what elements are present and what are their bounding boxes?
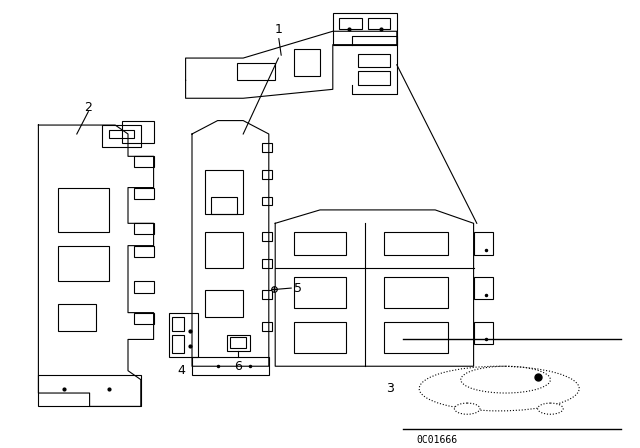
Bar (122, 121, 154, 143)
Bar (262, 170, 272, 179)
Bar (339, 18, 362, 29)
Bar (262, 232, 272, 241)
Bar (205, 170, 243, 215)
Bar (294, 322, 346, 353)
Bar (192, 358, 269, 375)
Bar (38, 375, 141, 406)
Bar (237, 63, 275, 80)
Bar (262, 290, 272, 299)
Bar (58, 188, 109, 232)
Bar (384, 277, 448, 308)
Text: 1: 1 (275, 22, 282, 35)
Bar (262, 143, 272, 152)
Bar (474, 232, 493, 254)
Bar (134, 313, 154, 324)
Bar (109, 129, 134, 138)
Bar (262, 259, 272, 268)
Bar (134, 246, 154, 257)
Bar (262, 322, 272, 331)
Bar (134, 156, 154, 168)
Bar (134, 223, 154, 234)
Bar (134, 281, 154, 293)
Bar (230, 337, 246, 349)
Text: 0C01666: 0C01666 (416, 435, 457, 445)
Bar (384, 232, 448, 254)
Bar (294, 49, 320, 76)
Bar (294, 277, 346, 308)
Bar (227, 335, 250, 351)
Bar (102, 125, 141, 147)
Bar (358, 54, 390, 67)
Bar (58, 246, 109, 281)
Bar (474, 277, 493, 299)
Text: 6: 6 (234, 360, 242, 373)
Bar (172, 317, 184, 331)
Bar (333, 13, 397, 45)
Text: 5: 5 (294, 282, 303, 295)
Ellipse shape (454, 403, 480, 414)
Text: 4: 4 (178, 364, 186, 377)
Text: 3: 3 (387, 382, 394, 395)
Bar (384, 322, 448, 353)
Bar (205, 232, 243, 268)
Bar (211, 197, 237, 215)
Bar (358, 72, 390, 85)
Bar (474, 322, 493, 344)
Ellipse shape (538, 403, 563, 414)
Bar (169, 313, 198, 358)
Bar (58, 304, 96, 331)
Bar (262, 197, 272, 206)
Bar (172, 335, 184, 353)
Bar (205, 290, 243, 317)
Text: 2: 2 (84, 101, 92, 114)
Bar (294, 232, 346, 254)
Bar (134, 188, 154, 199)
Bar (368, 18, 390, 29)
